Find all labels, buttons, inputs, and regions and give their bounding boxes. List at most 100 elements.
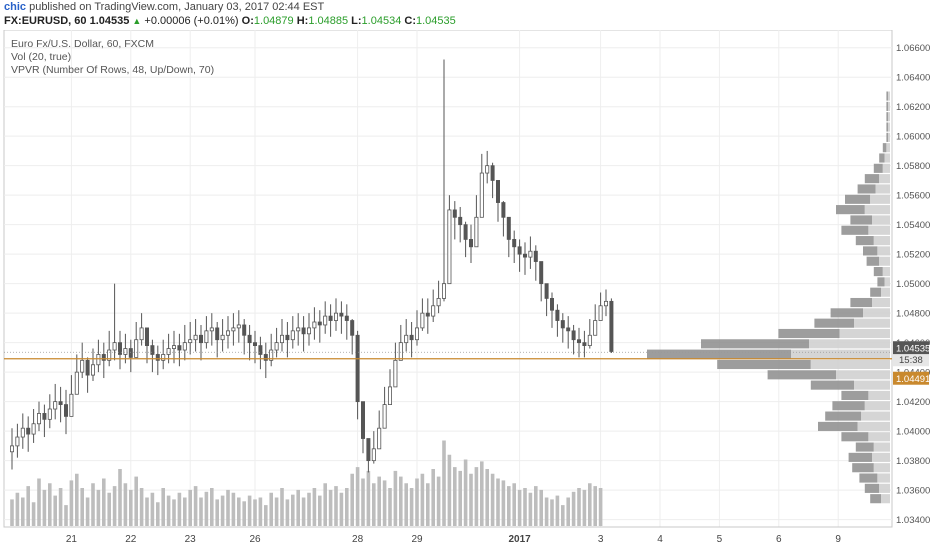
candle-body	[231, 327, 236, 332]
volume-bar	[474, 467, 479, 526]
time-tick-label: 2017	[508, 534, 531, 545]
ohlc-high-label: H:	[296, 15, 309, 27]
candle-body	[247, 334, 252, 344]
candlesticks	[9, 59, 614, 473]
candle-body	[20, 427, 25, 438]
candle-body	[485, 165, 490, 174]
vpvr-down-bar	[839, 328, 890, 339]
symbol-info: FX:EURUSD, 60 1.04535 ▲ +0.00006 (+0.01%…	[4, 14, 924, 28]
volume-bar	[561, 505, 565, 526]
vpvr-up-bar	[836, 205, 865, 215]
price-chart[interactable]: 1.06600 1.06400 1.06200 1.06000 1.05800 1.056…	[0, 30, 932, 550]
vpvr-up-bar	[855, 442, 874, 452]
volume-bar	[42, 489, 47, 526]
volume-bar	[453, 467, 457, 526]
volume-bar	[469, 473, 473, 526]
candle-body	[312, 321, 317, 329]
vpvr-down-bar	[888, 101, 890, 111]
volume-bar	[528, 492, 533, 526]
price-axis[interactable]: 1.06600 1.06400 1.06200 1.06000 1.05800 1.056…	[893, 43, 930, 526]
candle-body	[215, 327, 220, 341]
candle-body	[166, 348, 171, 355]
poc-price-badge: 1.04491	[896, 374, 930, 385]
candle-body	[150, 345, 155, 355]
candle-body	[339, 312, 344, 317]
volume-bar	[577, 488, 581, 526]
volume-bar	[253, 499, 257, 526]
time-tick-label: 28	[352, 534, 364, 545]
candle-body	[306, 327, 311, 335]
candle-body	[350, 320, 355, 336]
volume-bar	[377, 476, 381, 526]
price-tick-label: 1.04800	[896, 309, 930, 320]
volume-bar	[85, 497, 90, 526]
candle-body	[377, 427, 382, 450]
time-axis[interactable]: 21 22 23 26 28 29 2017 3 4 5 6 9	[4, 526, 892, 545]
volume-bar	[150, 492, 155, 526]
volume-bar	[307, 492, 311, 526]
vpvr-down-bar	[877, 473, 890, 483]
vpvr-up-bar	[825, 411, 862, 421]
vpvr-down-bar	[882, 163, 890, 173]
volume-bar	[91, 483, 95, 526]
candle-body	[323, 315, 328, 326]
volume-bar	[490, 473, 495, 526]
price-tick-label: 1.06600	[896, 43, 930, 54]
volume-bar	[204, 491, 209, 526]
author-link[interactable]: chic	[4, 1, 27, 13]
volume-bar	[555, 495, 560, 526]
candle-body	[333, 312, 338, 321]
price-tick-label: 1.05000	[896, 279, 930, 290]
publish-info: chic published on TradingView.com, Janua…	[4, 0, 924, 14]
candle-body	[420, 312, 425, 329]
vpvr-up-bar	[855, 236, 874, 246]
volume-bar	[21, 497, 25, 526]
volume-bar	[107, 492, 111, 526]
volume-bar	[220, 495, 225, 526]
volume-bar	[334, 486, 338, 526]
volume-bar	[409, 488, 414, 526]
price-tick-label: 1.05600	[896, 191, 930, 202]
vpvr-up-bar	[845, 194, 871, 204]
vpvr-up-bar	[863, 246, 878, 256]
legend-volume[interactable]: Vol (20, true)	[11, 51, 72, 63]
volume-bar	[199, 497, 203, 526]
volume-bar	[442, 440, 446, 526]
volume-bar	[161, 488, 165, 526]
candle-body	[171, 345, 176, 349]
bar-countdown: 15:38	[899, 355, 923, 366]
vpvr-down-bar	[873, 236, 890, 246]
candle-body	[198, 334, 203, 344]
vpvr-up-bar	[814, 318, 854, 328]
volume-bar	[172, 499, 176, 526]
vpvr-up-bar	[882, 143, 887, 153]
candle-body	[355, 334, 360, 403]
legend-vpvr[interactable]: VPVR (Number Of Rows, 48, Up/Down, 70)	[11, 64, 215, 76]
published-text: published on TradingView.com, January 03…	[29, 1, 325, 13]
poc-price-badge-bg	[893, 371, 929, 385]
candle-body	[371, 448, 376, 462]
volume-bar	[345, 488, 349, 526]
volume-bar	[139, 488, 144, 526]
volume-bar	[523, 488, 527, 526]
legend-title[interactable]: Euro Fx/U.S. Dollar, 60, FXCM	[11, 38, 154, 50]
ohlc-low-label: L:	[351, 15, 362, 27]
candle-body	[15, 436, 20, 447]
symbol-label[interactable]: FX:EURUSD, 60	[4, 15, 87, 27]
vpvr-histogram	[647, 91, 890, 504]
vpvr-down-bar	[873, 463, 890, 473]
candle-body	[404, 334, 409, 344]
volume-bar	[534, 486, 538, 526]
vpvr-up-bar	[879, 153, 885, 163]
last-price-badge-bg	[893, 341, 929, 355]
candle-body	[517, 246, 522, 255]
volume-bar	[129, 489, 133, 526]
vpvr-down-bar	[879, 174, 890, 184]
candle-body	[209, 327, 214, 332]
vpvr-down-bar	[857, 421, 890, 431]
volume-bar	[145, 497, 149, 526]
candle-body	[37, 413, 42, 425]
candle-body	[279, 334, 284, 344]
candle-body	[328, 315, 333, 321]
indicator-legend: Euro Fx/U.S. Dollar, 60, FXCM Vol (20, t…	[11, 38, 214, 77]
